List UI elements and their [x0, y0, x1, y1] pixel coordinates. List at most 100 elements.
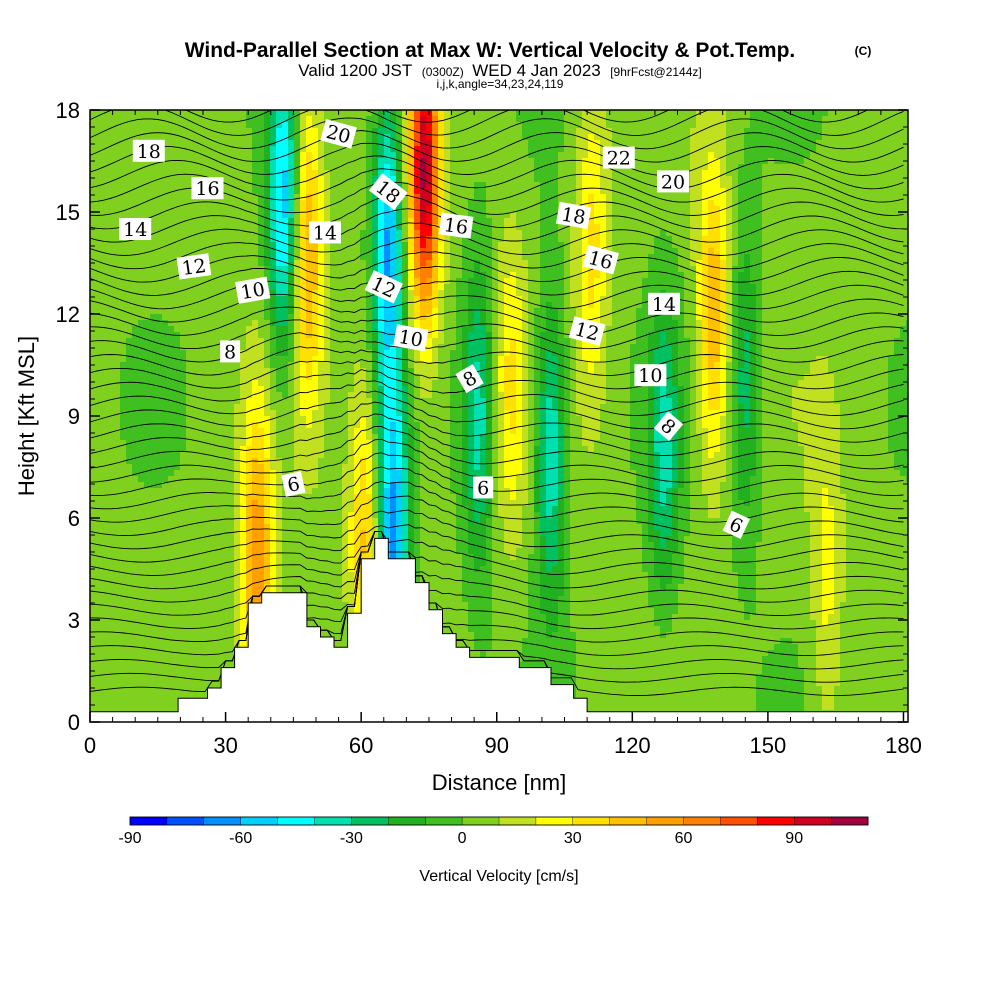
velocity-cell [282, 236, 289, 243]
velocity-cell [378, 482, 385, 489]
velocity-cell [222, 446, 229, 453]
velocity-cell [150, 596, 157, 603]
velocity-cell [108, 110, 115, 117]
velocity-cell [270, 476, 277, 483]
velocity-cell [228, 140, 235, 147]
velocity-cell [318, 416, 325, 423]
velocity-cell [162, 506, 169, 513]
velocity-cell [144, 614, 151, 621]
velocity-cell [132, 194, 139, 201]
velocity-cell [174, 482, 181, 489]
velocity-cell [216, 554, 223, 561]
velocity-cell [276, 182, 283, 189]
velocity-cell [318, 596, 325, 603]
velocity-cell [186, 518, 193, 525]
velocity-cell [144, 518, 151, 525]
velocity-cell [96, 242, 103, 249]
velocity-cell [324, 152, 331, 159]
velocity-cell [162, 206, 169, 213]
velocity-cell [228, 542, 235, 549]
velocity-cell [180, 458, 187, 465]
velocity-cell [276, 176, 283, 183]
velocity-cell [282, 410, 289, 417]
velocity-cell [210, 452, 217, 459]
velocity-cell [378, 146, 385, 153]
velocity-cell [288, 464, 295, 471]
velocity-cell [294, 212, 301, 219]
velocity-cell [240, 512, 247, 519]
velocity-cell [360, 362, 367, 369]
velocity-cell [354, 590, 361, 597]
velocity-cell [144, 314, 151, 321]
velocity-cell [138, 278, 145, 285]
velocity-cell [198, 278, 205, 285]
velocity-cell [156, 488, 163, 495]
velocity-cell [132, 362, 139, 369]
velocity-cell [180, 200, 187, 207]
velocity-cell [306, 428, 313, 435]
velocity-cell [96, 662, 103, 669]
velocity-cell [282, 188, 289, 195]
velocity-cell [120, 368, 127, 375]
velocity-cell [354, 350, 361, 357]
velocity-cell [366, 146, 373, 153]
velocity-cell [216, 566, 223, 573]
velocity-cell [276, 404, 283, 411]
velocity-cell [108, 260, 115, 267]
velocity-cell [330, 410, 337, 417]
velocity-cell [162, 272, 169, 279]
velocity-cell [126, 590, 133, 597]
velocity-cell [246, 488, 253, 495]
velocity-cell [282, 122, 289, 129]
velocity-cell [108, 272, 115, 279]
velocity-cell [210, 602, 217, 609]
velocity-cell [180, 350, 187, 357]
velocity-cell [156, 110, 163, 117]
velocity-cell [294, 572, 301, 579]
velocity-cell [150, 554, 157, 561]
velocity-cell [210, 422, 217, 429]
velocity-cell [168, 326, 175, 333]
velocity-cell [342, 176, 349, 183]
velocity-cell [360, 110, 367, 117]
velocity-cell [114, 278, 121, 285]
velocity-cell [234, 536, 241, 543]
velocity-cell [126, 422, 133, 429]
velocity-cell [294, 302, 301, 309]
velocity-cell [108, 668, 115, 675]
velocity-cell [168, 470, 175, 477]
velocity-cell [360, 446, 367, 453]
velocity-cell [366, 536, 373, 543]
velocity-cell [240, 176, 247, 183]
velocity-cell [270, 362, 277, 369]
velocity-cell [144, 110, 151, 117]
velocity-cell [330, 398, 337, 405]
velocity-cell [336, 602, 343, 609]
velocity-cell [156, 254, 163, 261]
velocity-cell [312, 398, 319, 405]
velocity-cell [210, 302, 217, 309]
velocity-cell [300, 284, 307, 291]
velocity-cell [120, 518, 127, 525]
velocity-cell [348, 440, 355, 447]
velocity-cell [216, 386, 223, 393]
velocity-cell [186, 656, 193, 663]
velocity-cell [96, 278, 103, 285]
velocity-cell [126, 302, 133, 309]
velocity-cell [150, 398, 157, 405]
velocity-cell [108, 404, 115, 411]
velocity-cell [108, 650, 115, 657]
velocity-cell [294, 494, 301, 501]
velocity-cell [102, 344, 109, 351]
velocity-cell [132, 368, 139, 375]
velocity-cell [336, 632, 343, 639]
velocity-cell [234, 458, 241, 465]
velocity-cell [96, 398, 103, 405]
velocity-cell [372, 404, 379, 411]
velocity-cell [294, 200, 301, 207]
velocity-cell [288, 518, 295, 525]
velocity-cell [366, 200, 373, 207]
velocity-cell [96, 686, 103, 693]
velocity-cell [108, 494, 115, 501]
velocity-cell [366, 152, 373, 159]
